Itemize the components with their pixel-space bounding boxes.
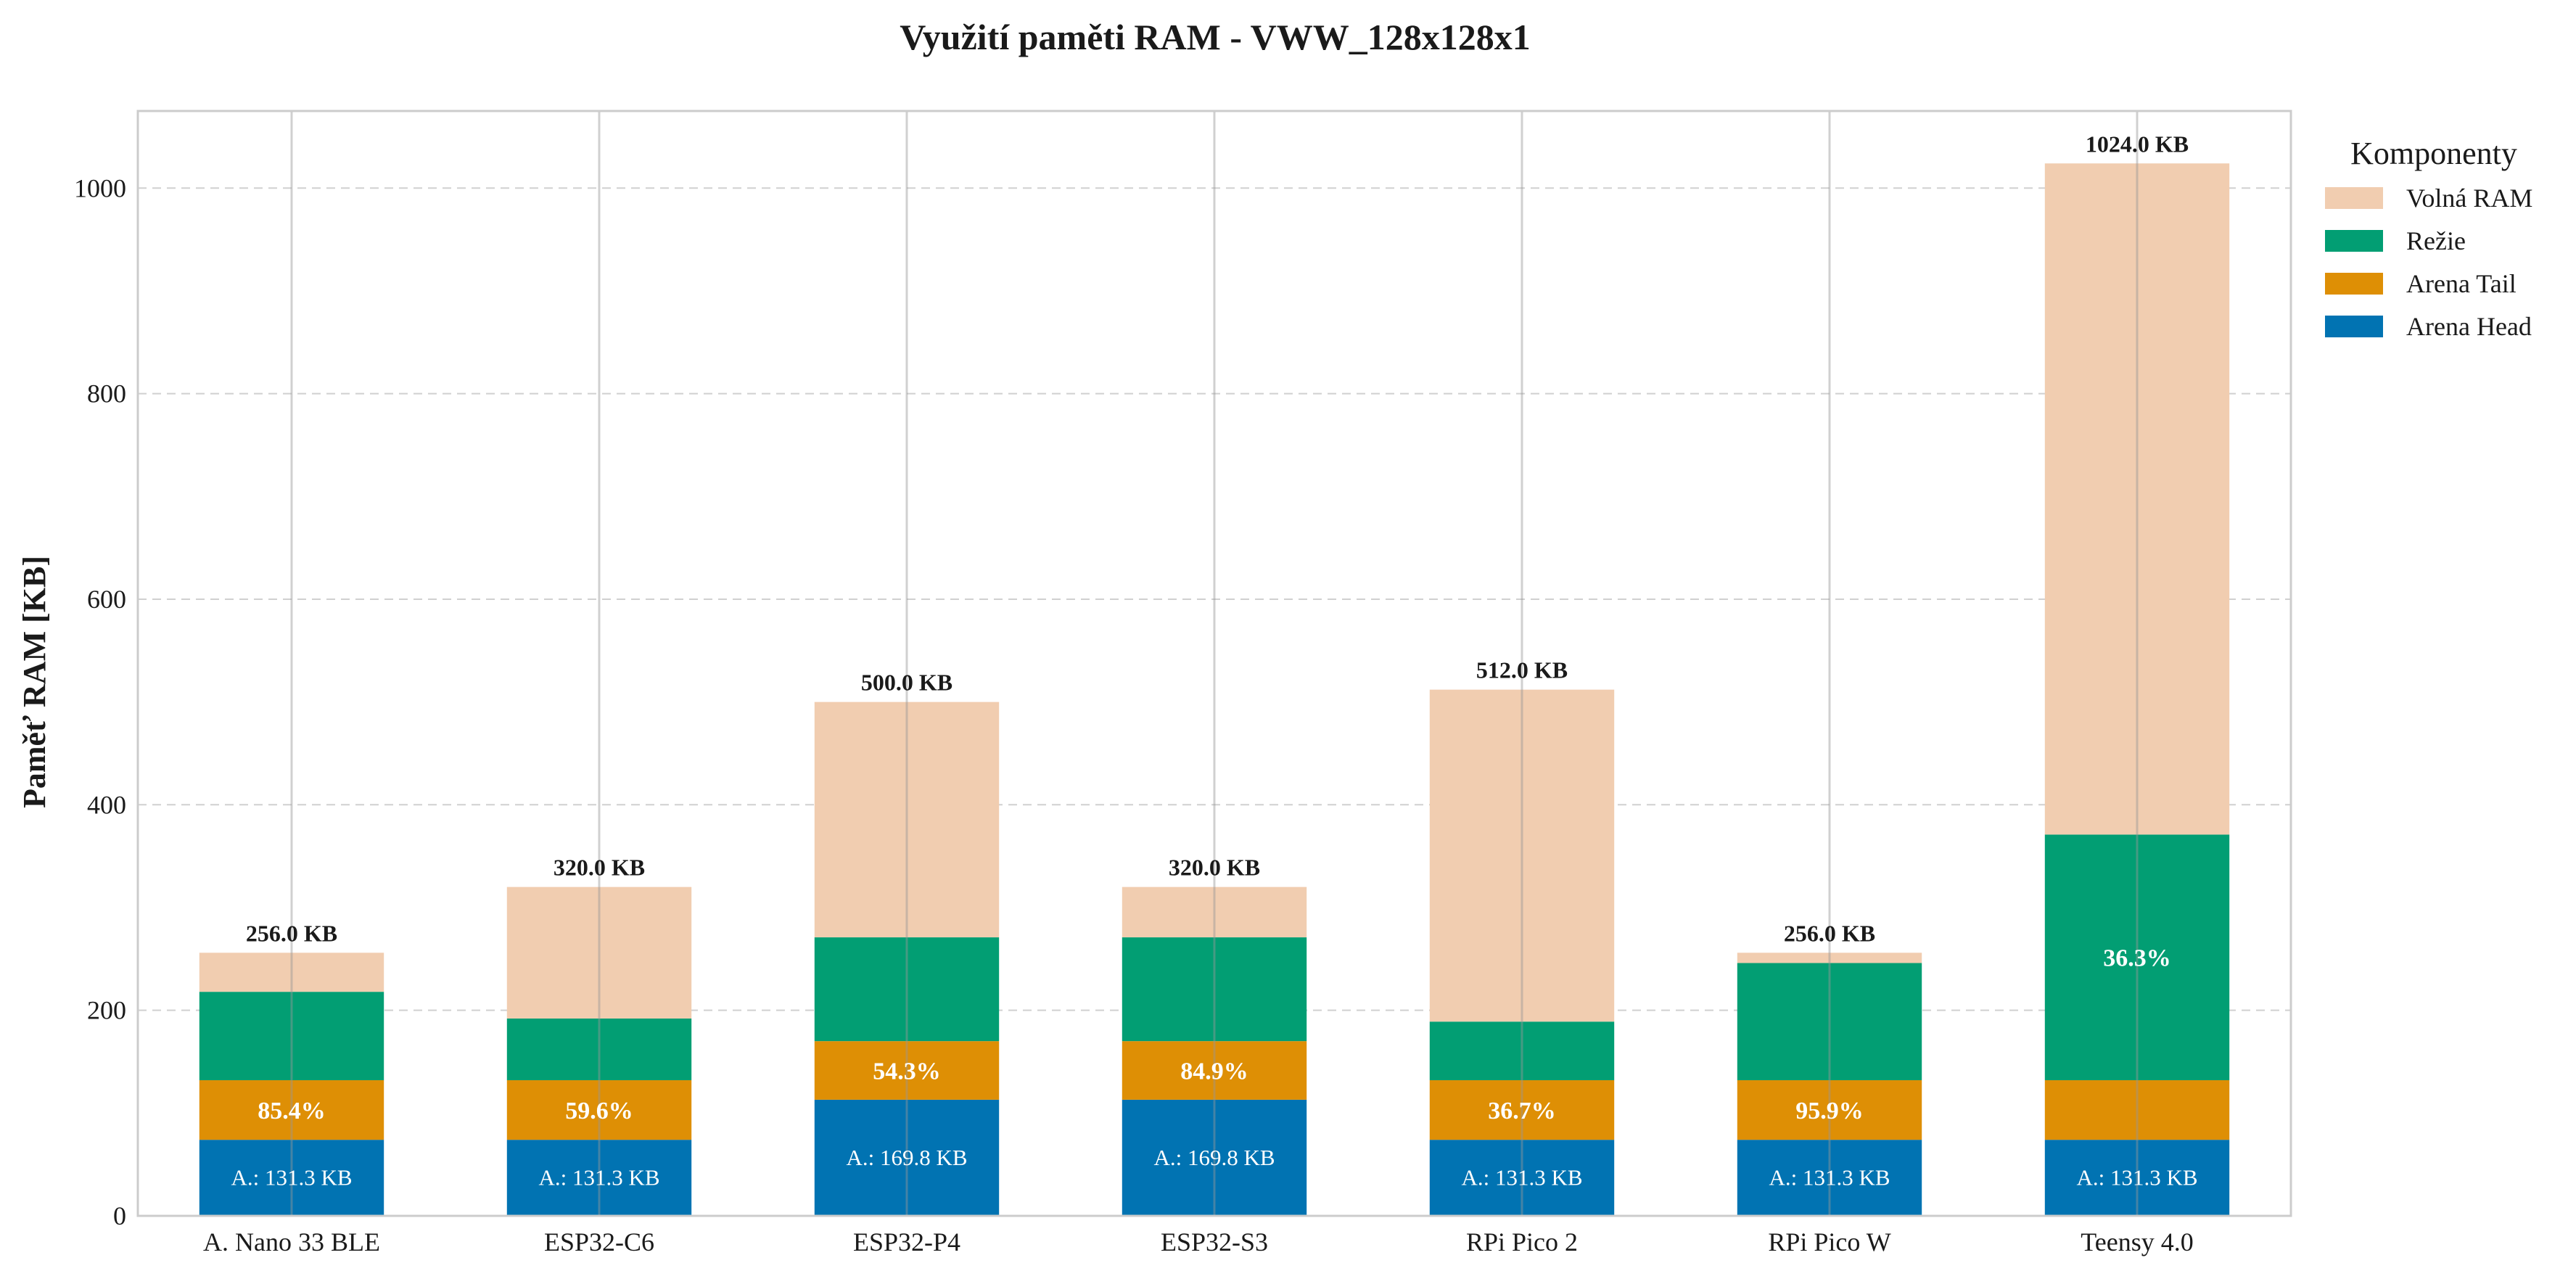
arena-size-label: A.: 131.3 KB (1769, 1165, 1890, 1190)
y-tick-label: 1000 (74, 173, 126, 202)
usage-percent-label: 59.6% (565, 1098, 633, 1124)
arena-head-segment (1429, 1140, 1615, 1216)
usage-percent-label: 85.4% (258, 1098, 326, 1124)
y-tick-label: 400 (87, 790, 126, 819)
x-tick-label: Teensy 4.0 (2081, 1227, 2193, 1256)
bars-layer (199, 163, 2230, 1216)
arena-size-label: A.: 131.3 KB (2076, 1165, 2197, 1190)
arena-tail-segment (2044, 1079, 2230, 1140)
x-tick-label: ESP32-C6 (544, 1227, 654, 1256)
arena-size-label: A.: 131.3 KB (1461, 1165, 1582, 1190)
arena-size-label: A.: 131.3 KB (538, 1165, 659, 1190)
y-tick-label: 0 (113, 1201, 126, 1230)
labels-layer: 256.0 KB 85.4% A.: 131.3 KB 320.0 KB 59.6% A.… (231, 131, 2197, 1190)
usage-percent-label: 84.9% (1180, 1058, 1248, 1085)
total-ram-label: 1024.0 KB (2086, 131, 2189, 157)
total-ram-label: 320.0 KB (554, 855, 645, 881)
arena-tail-segment (1122, 1041, 1307, 1100)
plot-frame (136, 110, 2292, 1217)
legend-title: Komponenty (2350, 136, 2517, 171)
arena-size-label: A.: 169.8 KB (846, 1145, 967, 1170)
legend-label: Režie (2406, 226, 2466, 255)
total-ram-label: 320.0 KB (1169, 855, 1260, 881)
x-tick-label: A. Nano 33 BLE (203, 1227, 380, 1256)
y-tick-label: 200 (87, 996, 126, 1025)
arena-tail-segment (506, 1079, 692, 1140)
x-tick-label: RPi Pico W (1768, 1227, 1890, 1256)
legend-swatch (2325, 187, 2383, 209)
arena-head-segment (1737, 1140, 1922, 1216)
arena-size-label: A.: 169.8 KB (1153, 1145, 1275, 1170)
total-ram-label: 500.0 KB (861, 670, 952, 696)
free-ram-segment (506, 887, 692, 1019)
arena-head-segment (1122, 1099, 1307, 1216)
total-ram-label: 512.0 KB (1476, 657, 1568, 683)
legend: Komponenty Volná RAM Režie Arena Tail Arena… (2325, 136, 2532, 341)
usage-percent-label: 95.9% (1795, 1098, 1864, 1124)
arena-tail-segment (1737, 1079, 1922, 1140)
arena-head-segment (506, 1140, 692, 1216)
overhead-segment (1122, 937, 1307, 1042)
total-ram-label: 256.0 KB (1784, 920, 1875, 946)
legend-label: Volná RAM (2406, 184, 2532, 213)
arena-tail-segment (814, 1041, 1000, 1100)
axis-layer: 0 200 400 600 800 1000 A. Nano 33 BLE ESP32-C6 E… (74, 173, 2194, 1256)
legend-swatch (2325, 316, 2383, 337)
y-axis-label: Paměť RAM [KB] (17, 556, 52, 808)
x-tick-label: ESP32-P4 (853, 1227, 960, 1256)
legend-items: Volná RAM Režie Arena Tail Arena Head (2325, 184, 2532, 341)
x-tick-label: ESP32-S3 (1161, 1227, 1268, 1256)
overhead-segment (1737, 963, 1922, 1080)
arena-tail-segment (199, 1079, 384, 1140)
usage-percent-label: 36.3% (2103, 945, 2171, 972)
free-ram-segment (1122, 887, 1307, 938)
x-tick-label: RPi Pico 2 (1466, 1227, 1578, 1256)
legend-label: Arena Head (2406, 312, 2532, 341)
arena-size-label: A.: 131.3 KB (231, 1165, 352, 1190)
free-ram-segment (1429, 689, 1615, 1022)
y-tick-label: 800 (87, 379, 126, 408)
overhead-segment (2044, 834, 2230, 1080)
overhead-segment (506, 1018, 692, 1080)
total-ram-label: 256.0 KB (246, 920, 337, 946)
chart-title: Využití paměti RAM - VWW_128x128x1 (900, 17, 1530, 57)
overhead-segment (199, 992, 384, 1080)
overhead-segment (814, 937, 1000, 1042)
vertical-grid-layer (290, 111, 2139, 1216)
legend-swatch (2325, 273, 2383, 295)
arena-head-segment (814, 1099, 1000, 1216)
free-ram-segment (2044, 163, 2230, 835)
legend-swatch (2325, 230, 2383, 252)
arena-tail-segment (1429, 1079, 1615, 1140)
usage-percent-label: 36.7% (1488, 1098, 1556, 1124)
y-tick-label: 600 (87, 585, 126, 614)
free-ram-segment (199, 953, 384, 992)
free-ram-segment (814, 702, 1000, 938)
usage-percent-label: 54.3% (873, 1058, 941, 1085)
free-ram-segment (1737, 953, 1922, 963)
arena-head-segment (199, 1140, 384, 1216)
overhead-segment (1429, 1021, 1615, 1080)
arena-head-segment (2044, 1140, 2230, 1216)
legend-label: Arena Tail (2406, 269, 2517, 298)
